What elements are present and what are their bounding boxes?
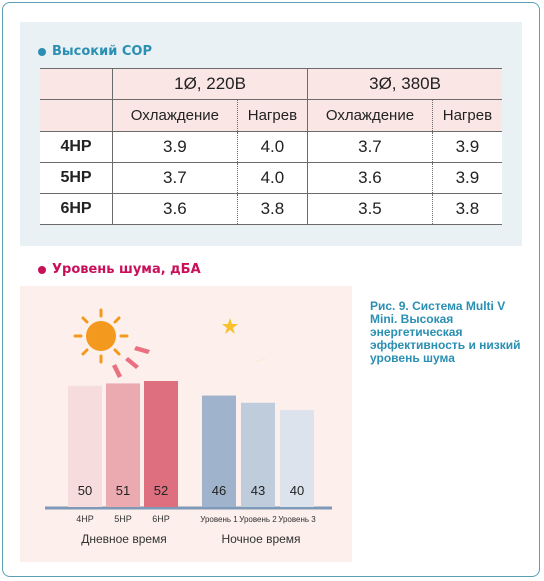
subheader-cooling-1: Охлаждение [112, 99, 238, 132]
figure-caption: Рис. 9. Система Multi V Mini. Высокая эн… [370, 299, 521, 365]
table-subheader-row: Охлаждение Нагрев Охлаждение Нагрев [40, 99, 502, 132]
bar-category-label: Уровень 1 [200, 515, 238, 524]
table-row: 5HP 3.7 4.0 3.6 3.9 [40, 162, 502, 194]
bar-category-label: 5HP [114, 514, 132, 524]
bar-6hp [144, 381, 178, 507]
table-cell: 3.8 [431, 193, 502, 225]
table-header-row: 1Ø, 220В 3Ø, 380В [40, 68, 502, 100]
day-label: Дневное время [81, 532, 167, 546]
bar-уровень-3 [280, 410, 314, 507]
table-row: 6HP 3.6 3.8 3.5 3.8 [40, 193, 502, 225]
noise-title-text: Уровень шума, дБА [52, 262, 201, 277]
table-cell: 3.5 [307, 193, 433, 225]
table-cell: 3.9 [431, 162, 502, 194]
bar-value-label: 43 [251, 483, 265, 498]
bar-value-label: 51 [116, 483, 130, 498]
group-header-1: 1Ø, 220В [111, 68, 308, 100]
row-label: 5HP [40, 162, 113, 194]
corner-cell [40, 99, 113, 132]
table-row: 4HP 3.9 4.0 3.7 3.9 [40, 131, 502, 163]
table-cell: 3.8 [236, 193, 308, 225]
table-cell: 3.6 [307, 162, 433, 194]
table-cell: 4.0 [236, 131, 308, 163]
table-cell: 3.6 [112, 193, 238, 225]
bar-4hp [68, 385, 102, 507]
subheader-cooling-2: Охлаждение [307, 99, 433, 132]
bar-category-label: Уровень 2 [239, 515, 277, 524]
table-cell: 4.0 [236, 162, 308, 194]
subheader-heating-2: Нагрев [431, 99, 502, 132]
bar-уровень-2 [241, 402, 275, 507]
moon-star-icon [222, 316, 278, 362]
table-cell: 3.9 [112, 131, 238, 163]
group-header-2: 3Ø, 380В [307, 68, 502, 100]
bars-group: 50 4HP 51 5HP 52 6HP 46 Уровень 1 43 Уровень 2 40 У… [68, 381, 316, 524]
row-label: 4HP [40, 131, 113, 163]
cop-table: 1Ø, 220В 3Ø, 380В Охлаждение Нагрев Охла… [40, 68, 502, 225]
sunray-icon [112, 346, 150, 378]
figure-frame [2, 2, 540, 577]
bar-value-label: 52 [154, 483, 168, 498]
cop-title-text: Высокий COP [52, 44, 152, 59]
table-cell: 3.7 [112, 162, 238, 194]
night-label: Ночное время [221, 532, 300, 546]
bullet-icon [38, 265, 46, 274]
row-label: 6HP [40, 193, 113, 225]
bar-уровень-1 [202, 395, 236, 507]
table-cell: 3.9 [431, 131, 502, 163]
bullet-icon [38, 47, 46, 56]
noise-title: Уровень шума, дБА [38, 262, 201, 277]
bar-value-label: 40 [290, 483, 304, 498]
cop-title: Высокий COP [38, 44, 152, 59]
bar-category-label: 4HP [76, 514, 94, 524]
table-cell: 3.7 [307, 131, 433, 163]
bar-category-label: Уровень 3 [278, 515, 316, 524]
corner-cell [40, 68, 113, 100]
bar-value-label: 50 [78, 483, 92, 498]
sun-icon [73, 308, 129, 364]
bar-5hp [106, 383, 140, 507]
bar-category-label: 6HP [152, 514, 170, 524]
subheader-heating-1: Нагрев [236, 99, 308, 132]
bar-value-label: 46 [212, 483, 226, 498]
